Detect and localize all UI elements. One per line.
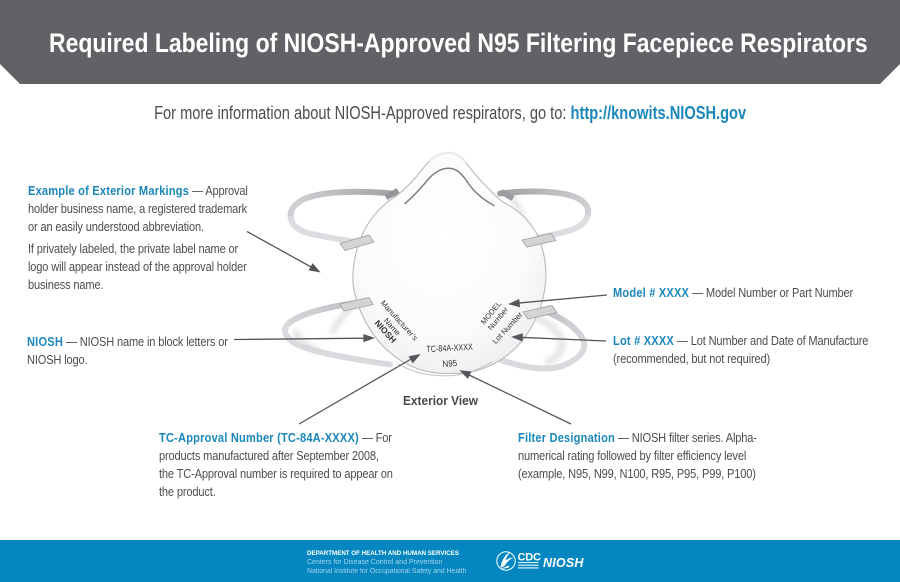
svg-text:N95: N95: [442, 358, 457, 369]
svg-text:TC-84A-XXXX: TC-84A-XXXX: [426, 342, 473, 354]
svg-text:NIOSH: NIOSH: [543, 556, 584, 570]
svg-text:CDC: CDC: [518, 552, 541, 564]
